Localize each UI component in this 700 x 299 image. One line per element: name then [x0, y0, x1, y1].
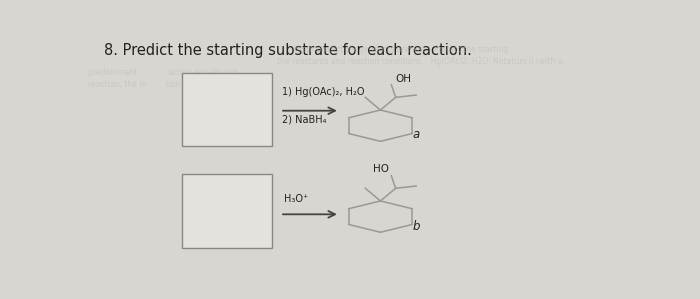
- Text: reaction, the m        tion equally pro: reaction, the m tion equally pro: [88, 80, 225, 89]
- Text: 8. Predict the starting substrate for each reaction.: 8. Predict the starting substrate for ea…: [104, 43, 472, 58]
- Text: 2) NaBH₄: 2) NaBH₄: [281, 114, 326, 124]
- Text: OH: OH: [395, 74, 412, 83]
- Text: 1) Hg(OAc)₂, H₂O: 1) Hg(OAc)₂, H₂O: [281, 87, 364, 97]
- Text: a: a: [413, 128, 420, 141]
- Text: them predict the products and we... Predict the starting: them predict the products and we... Pred…: [294, 45, 508, 54]
- Text: b: b: [413, 220, 421, 234]
- Text: HO: HO: [372, 164, 389, 175]
- Bar: [183, 174, 272, 248]
- Text: H₃O⁺: H₃O⁺: [284, 194, 308, 204]
- Text: predominant             action equally pro: predominant action equally pro: [88, 68, 237, 77]
- Text: the reactants and reaction conditions,   Hg(OAc)2, H2O  Notatum II (with a...: the reactants and reaction conditions, H…: [277, 57, 570, 65]
- Bar: [183, 73, 272, 147]
